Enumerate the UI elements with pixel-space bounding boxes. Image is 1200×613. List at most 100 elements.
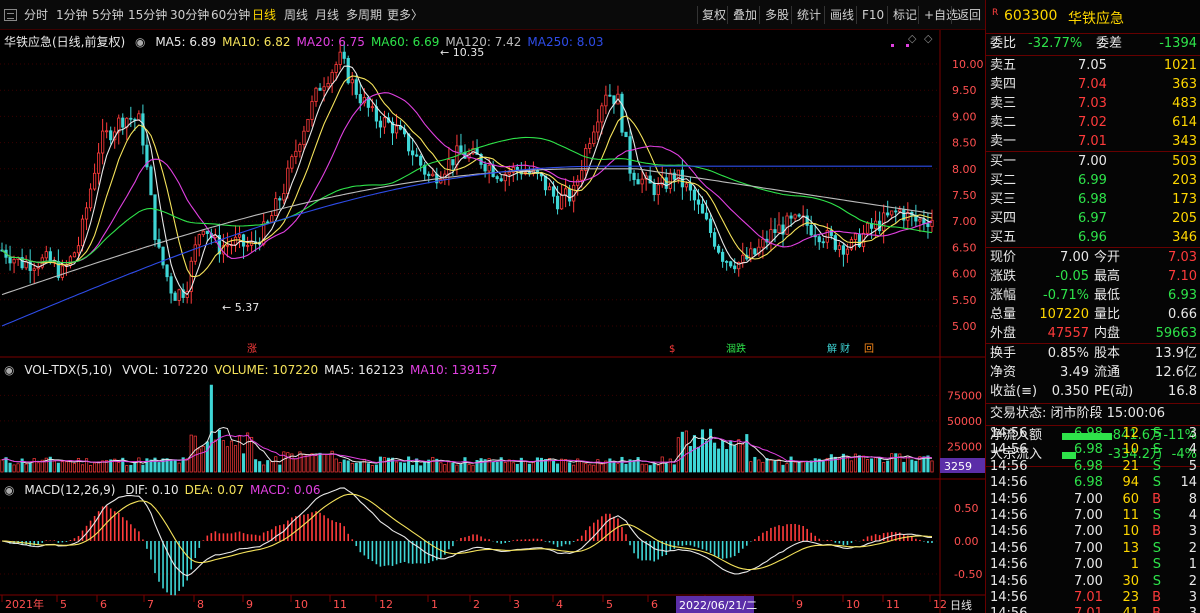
volume-bar — [52, 460, 56, 473]
kline-legend-settings-icon[interactable]: ◉ — [135, 35, 146, 49]
volume-bar — [644, 463, 648, 473]
volume-bar — [801, 461, 805, 473]
legend-item: MA60: 6.69 — [370, 35, 440, 49]
price-tick-label: 6.00 — [952, 268, 977, 281]
event-marker[interactable]: 回 — [864, 343, 874, 355]
date-tick-label: 11 — [333, 598, 347, 611]
tick-row: 14:56 7.00 1 S 1 — [986, 557, 1200, 573]
volume-bar — [857, 455, 862, 473]
tick-time: 14:56 — [990, 458, 1028, 474]
chart-options-icon[interactable]: ◇ — [908, 32, 917, 45]
candle-body — [358, 94, 362, 104]
toolbar-separator — [887, 6, 888, 24]
bid-price: 6.97 — [1078, 211, 1107, 226]
volume-bar — [294, 458, 298, 473]
event-marker[interactable]: $ — [669, 344, 675, 355]
volume-bar — [266, 460, 270, 473]
ma120-line — [1, 168, 933, 296]
candle-body — [415, 154, 419, 157]
period-tab[interactable]: 5分钟 — [92, 8, 124, 22]
volume-bar — [101, 460, 105, 473]
period-menu-icon[interactable] — [4, 9, 17, 21]
tick-side: S — [1152, 426, 1161, 441]
volume-bar — [386, 457, 391, 473]
candle-body — [729, 261, 733, 267]
volume-bar — [346, 460, 350, 473]
event-marker[interactable]: 涨 — [247, 343, 257, 355]
volume-bar — [286, 452, 290, 473]
ask-row: 卖三 7.03 483 — [986, 95, 1200, 113]
legend-item: MA250: 8.03 — [527, 35, 604, 49]
toolbar-button[interactable]: +自选 — [924, 8, 959, 22]
macd-legend-title: MACD(12,26,9) — [24, 483, 116, 497]
toolbar-button[interactable]: 多股 — [765, 8, 790, 22]
stock-code: 603300 — [1004, 8, 1058, 24]
period-label[interactable]: 日线 — [950, 598, 972, 612]
candle-body — [145, 144, 149, 168]
volume-bar — [777, 459, 781, 473]
chart-canvas[interactable]: 10.009.509.008.508.007.507.006.506.005.5… — [0, 30, 985, 613]
divider — [986, 466, 1200, 467]
period-tab[interactable]: 周线 — [284, 8, 309, 22]
period-tab[interactable]: 30分钟 — [170, 8, 210, 22]
toolbar-button[interactable]: 标记 — [893, 8, 918, 22]
toolbar-button[interactable]: 统计 — [797, 8, 822, 22]
tick-row: 14:56 7.00 60 B 8 — [986, 492, 1200, 508]
toolbar-button[interactable]: 叠加 — [733, 8, 758, 22]
bid-volume: 205 — [1172, 211, 1197, 226]
candle-body — [721, 251, 725, 262]
tick-side: S — [1152, 573, 1161, 589]
period-tab[interactable]: 15分钟 — [128, 8, 168, 22]
candle-body — [44, 251, 48, 259]
volume-cursor-box — [940, 458, 985, 473]
toolbar-button[interactable]: 画线 — [830, 8, 855, 22]
fundamental-value: 13.9亿 — [1155, 346, 1197, 361]
volume-bar — [805, 462, 809, 473]
volume-bar — [753, 456, 757, 473]
toolbar-button[interactable]: 返回 — [957, 8, 982, 22]
toolbar-button[interactable]: 复权 — [702, 8, 727, 22]
candle-body — [20, 257, 24, 269]
candle-body — [837, 245, 841, 250]
event-marker[interactable]: 财 — [840, 342, 850, 355]
volume-bar — [169, 459, 173, 473]
macd-legend-settings-icon[interactable]: ◉ — [4, 483, 15, 497]
macd-tick-label: 0.00 — [954, 535, 979, 548]
volume-bar — [242, 453, 246, 473]
candle-body — [656, 184, 660, 196]
bid-row: 买二 6.99 203 — [986, 172, 1200, 190]
volume-bar — [898, 453, 902, 473]
candle-body — [555, 195, 560, 210]
tick-time: 14:56 — [990, 573, 1028, 589]
period-tab[interactable]: 60分钟 — [211, 8, 251, 22]
tick-price: 6.98 — [1074, 475, 1103, 491]
candle-body — [664, 177, 668, 189]
volume-bar — [535, 457, 539, 473]
tick-price: 7.00 — [1074, 491, 1103, 507]
volume-bar — [568, 462, 572, 473]
candle-body — [394, 125, 399, 134]
event-marker[interactable]: 解 — [827, 342, 837, 355]
ask-volume: 1021 — [1163, 58, 1197, 73]
volume-bar — [495, 461, 499, 473]
volume-bar — [390, 457, 395, 473]
period-tab[interactable]: 日线 — [252, 8, 277, 22]
toolbar-button[interactable]: F10 — [862, 8, 885, 22]
period-tab[interactable]: 分时 — [24, 8, 49, 22]
volume-legend-settings-icon[interactable]: ◉ — [4, 363, 15, 377]
volume-bar — [213, 439, 217, 473]
volume-bar — [527, 463, 531, 473]
period-tab[interactable]: 更多〉 — [387, 8, 424, 22]
period-tab[interactable]: 多周期 — [346, 8, 383, 22]
period-tab[interactable]: 1分钟 — [56, 8, 88, 22]
volume-bar — [411, 464, 415, 473]
chart-expand-icon[interactable]: ◇ — [924, 32, 933, 45]
volume-bar — [741, 443, 745, 473]
volume-bar — [624, 463, 628, 473]
volume-bar — [451, 462, 455, 473]
date-tick-label: 9 — [246, 598, 253, 611]
volume-bar — [745, 434, 749, 473]
period-tab[interactable]: 月线 — [315, 8, 340, 22]
event-marker[interactable]: 涸跌 — [726, 342, 746, 355]
candle-body — [547, 186, 552, 191]
